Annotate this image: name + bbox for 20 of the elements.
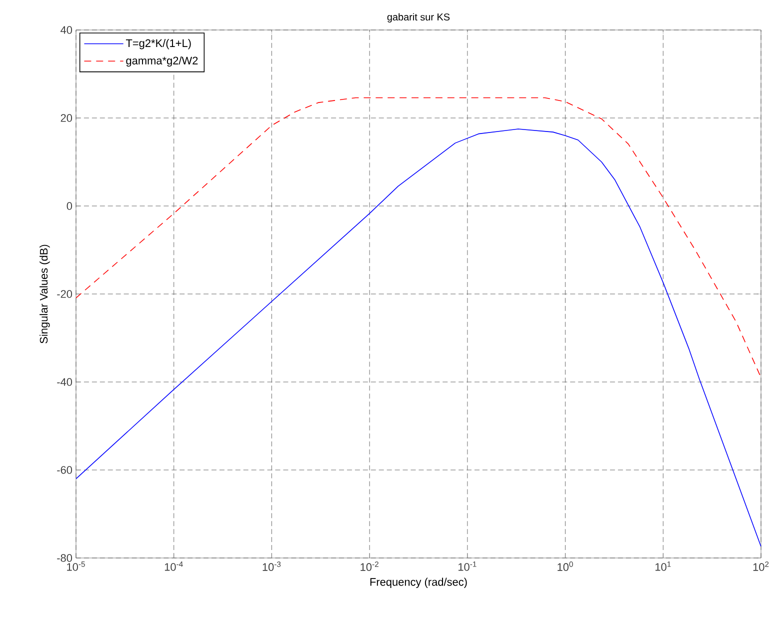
y-tick-label: -80: [57, 554, 72, 562]
x-tick-label: 10$^{-5}$: [67, 562, 85, 571]
y-tick-label: -60: [57, 466, 72, 474]
x-tick-label: 10$^{-2}$: [360, 562, 378, 571]
x-tick-label: 10$^{1}$: [656, 562, 671, 571]
x-tick-label: 10$^{-4}$: [164, 562, 183, 571]
y-tick-label: -40: [57, 378, 72, 386]
x-axis-title: Frequency (rad/sec): [370, 578, 467, 588]
chart-title: gabarit sur KS: [387, 13, 450, 22]
x-tick-label: 10$^{2}$: [753, 562, 769, 571]
x-tick-label: 10$^{-3}$: [262, 562, 281, 571]
x-tick-label: 10$^{0}$: [558, 562, 573, 571]
x-tick-label: 10$^{-1}$: [458, 562, 476, 571]
y-tick-label: 40: [60, 26, 72, 34]
y-tick-label: -20: [57, 290, 72, 298]
legend-label: T=g2*K/(1+L): [126, 39, 191, 50]
y-axis-title: Singular Values (dB): [40, 244, 50, 344]
y-tick-label: 0: [66, 202, 72, 210]
y-tick-label: 20: [60, 114, 72, 122]
legend-label: gamma*g2/W2: [126, 56, 198, 67]
